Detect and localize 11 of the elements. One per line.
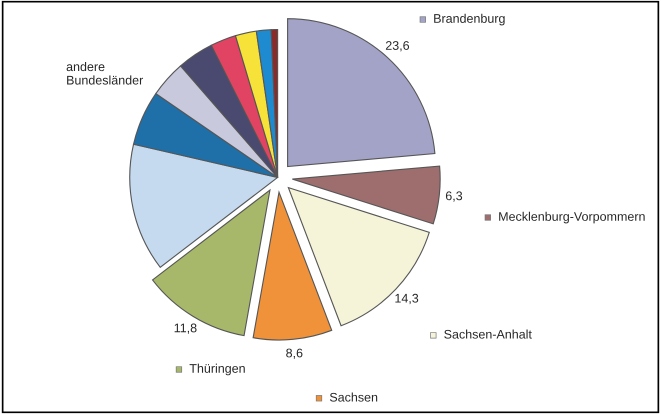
data-label: 14,3 bbox=[395, 294, 418, 304]
data-label: 6,3 bbox=[446, 191, 462, 202]
legend-label: Brandenburg bbox=[434, 14, 505, 26]
legend-label: Sachsen-Anhalt bbox=[444, 329, 532, 339]
text: andere Bundesländer bbox=[66, 62, 144, 85]
data-label: 23,6 bbox=[386, 41, 410, 52]
data-label: 11,8 bbox=[174, 324, 197, 334]
legend-label: Sachsen bbox=[330, 392, 378, 402]
legend-label: Mecklenburg-Vorpommern bbox=[499, 212, 645, 224]
legend-label: Thüringen bbox=[190, 364, 245, 376]
data-label: 8,6 bbox=[286, 348, 302, 359]
